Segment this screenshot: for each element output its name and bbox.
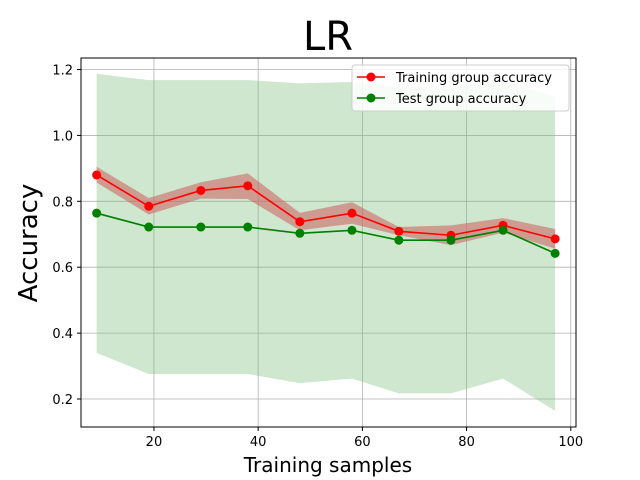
point-series-0-2	[196, 185, 206, 195]
point-series-1-8	[498, 225, 508, 235]
y-tick-label-1: 0.4	[52, 327, 73, 342]
point-series-0-0	[92, 170, 102, 180]
point-series-1-4	[295, 228, 305, 238]
x-tick-label-0: 20	[146, 435, 163, 450]
y-tick-label-2: 0.6	[52, 261, 73, 276]
axes-frame	[80, 57, 577, 428]
point-series-0-4	[295, 217, 305, 227]
plot-area: 20 40 60 80 100 0.2 0.4 0.6 0.8 1.0 1.2	[52, 57, 583, 450]
point-series-0-9	[550, 234, 560, 244]
legend: Training group accuracy Test group accura…	[351, 64, 570, 112]
y-tick-label-4: 1.0	[52, 129, 73, 144]
line-series-1	[96, 212, 556, 255]
legend-marker-0	[366, 72, 376, 82]
point-series-1-9	[550, 248, 560, 258]
point-series-1-1	[144, 222, 154, 232]
x-tick-label-1: 40	[250, 435, 267, 450]
x-tick-label-2: 60	[354, 435, 371, 450]
x-axis-label: Training samples	[243, 453, 412, 477]
band-series-0	[96, 166, 556, 249]
y-axis-label: Accuracy	[14, 184, 44, 303]
point-series-1-6	[394, 235, 404, 245]
legend-box	[351, 64, 570, 112]
legend-label-1: Test group accuracy	[395, 92, 527, 107]
y-tick-label-5: 1.2	[52, 64, 73, 79]
point-series-1-3	[243, 222, 253, 232]
x-tick-label-3: 80	[458, 435, 475, 450]
point-series-1-2	[196, 222, 206, 232]
legend-label-0: Training group accuracy	[395, 71, 552, 86]
y-tick-label-3: 0.8	[52, 195, 73, 210]
legend-marker-1	[366, 93, 376, 103]
point-series-1-0	[92, 208, 102, 218]
chart-title: LR	[303, 14, 353, 60]
point-series-1-7	[446, 235, 456, 245]
point-series-0-1	[144, 201, 154, 211]
line-series-0	[96, 174, 556, 240]
point-series-0-6	[394, 226, 404, 236]
point-series-1-5	[347, 225, 357, 235]
band-series-1	[96, 73, 556, 411]
y-tick-label-0: 0.2	[52, 393, 73, 408]
point-series-0-5	[347, 208, 357, 218]
x-tick-label-4: 100	[558, 435, 583, 450]
point-series-0-3	[243, 181, 253, 191]
